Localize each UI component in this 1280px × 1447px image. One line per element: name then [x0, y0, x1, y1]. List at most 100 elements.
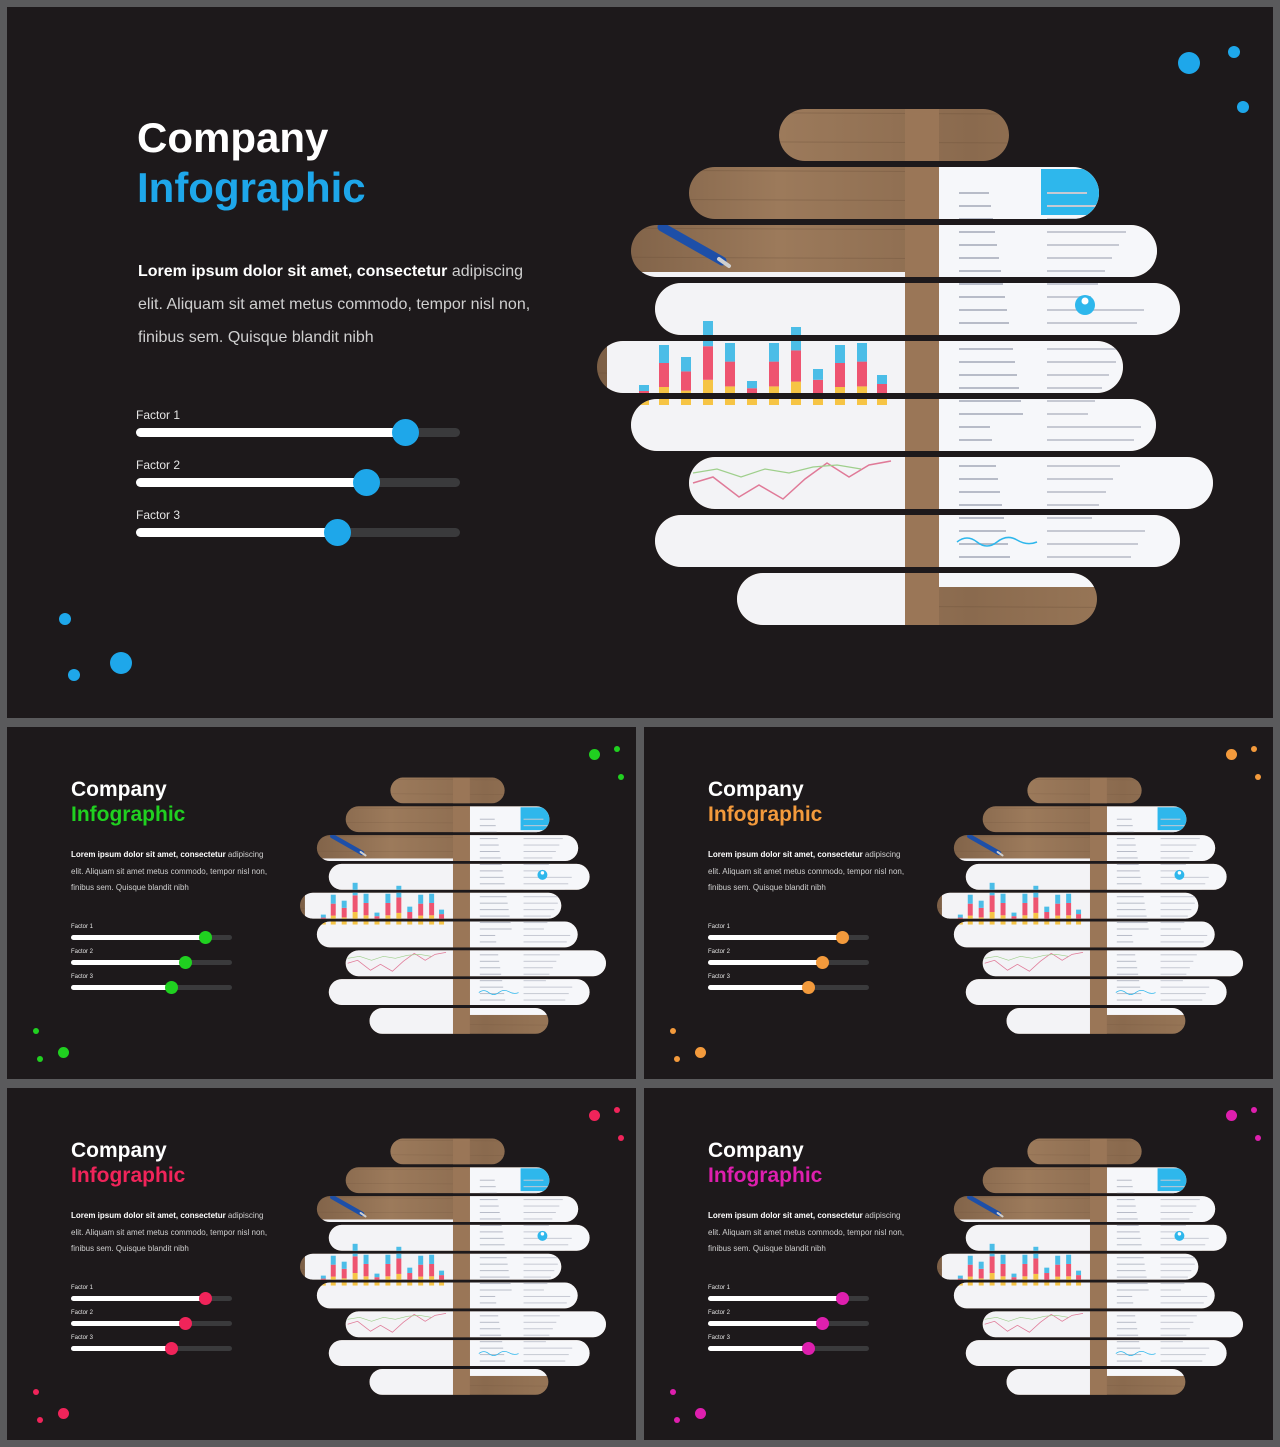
factor-1-handle[interactable] [835, 931, 849, 944]
chart-bar-segment [352, 1273, 358, 1286]
chart-line [347, 954, 432, 961]
chart-bar-segment [1022, 1254, 1028, 1265]
chart-bar-segment [659, 387, 669, 405]
factor-1-label: Factor 1 [136, 408, 181, 422]
chart-bar-segment [769, 343, 779, 362]
factor-2-handle[interactable] [816, 956, 830, 969]
chart-bar-segment [1066, 1254, 1072, 1265]
factor-3-fill [708, 1346, 808, 1351]
title-infographic: Infographic [708, 803, 823, 826]
factor-1-slider[interactable] [708, 935, 869, 940]
chart-bar-segment [1055, 903, 1061, 916]
factor-3-handle[interactable] [164, 1342, 178, 1355]
factor-2-fill [136, 478, 367, 487]
avatar-icon [1075, 295, 1095, 315]
decor-dot [618, 773, 625, 780]
factor-3-handle[interactable] [801, 981, 815, 994]
body-text-rest: adipiscing elit. Aliquam sit amet metus … [708, 850, 905, 892]
chart-bar-segment [1076, 920, 1082, 925]
chart-bar-segment [385, 1254, 391, 1265]
chart-bar-segment [330, 894, 336, 904]
chart-bar-segment [341, 908, 347, 918]
factor-1-fill [71, 1296, 205, 1301]
chart-bar-segment [429, 1276, 435, 1286]
chart-bar-segment [374, 1277, 380, 1283]
decor-dot [110, 652, 132, 674]
factor-2-slider[interactable] [136, 478, 460, 487]
factor-1-fill [71, 935, 205, 940]
factor-3-handle[interactable] [801, 1342, 815, 1355]
resume-paper [470, 1167, 607, 1377]
decor-dot [1255, 1134, 1262, 1141]
chart-bar-segment [439, 1270, 445, 1276]
slide-magenta: Company Infographic Lorem ipsum dolor sit … [644, 1088, 1273, 1440]
factor-3-handle[interactable] [164, 981, 178, 994]
factor-3-slider[interactable] [136, 528, 460, 537]
factor-3-handle[interactable] [323, 519, 351, 546]
factor-1-handle[interactable] [198, 931, 212, 944]
factor-2-slider[interactable] [708, 960, 869, 965]
chart-bar-segment [407, 1280, 413, 1286]
chart-bar-segment [967, 1276, 973, 1286]
factor-3-fill [71, 1346, 171, 1351]
factor-3-label: Factor 3 [71, 974, 94, 980]
factor-3-slider[interactable] [708, 985, 869, 990]
factor-2-handle[interactable] [179, 1317, 193, 1330]
factor-2-handle[interactable] [816, 1317, 830, 1330]
signature-mark [478, 990, 519, 996]
factor-2-slider[interactable] [71, 1321, 232, 1326]
pen [967, 1195, 1002, 1217]
factor-2-slider[interactable] [708, 1321, 869, 1326]
report-paper [607, 272, 905, 625]
chart-bar-segment [857, 386, 867, 405]
resume-paper [470, 806, 607, 1016]
factor-2-slider[interactable] [71, 960, 232, 965]
factor-2-label: Factor 2 [708, 949, 731, 955]
chart-bar-segment [363, 903, 369, 916]
chart-bar-segment [1055, 1276, 1061, 1286]
factor-1-slider[interactable] [71, 1296, 232, 1301]
chart-bar-segment [396, 1274, 402, 1286]
report-paper [942, 1219, 1091, 1396]
factor-1-slider[interactable] [71, 935, 232, 940]
chart-line [984, 1313, 1084, 1333]
body-text: Lorem ipsum dolor sit amet, consectetur … [138, 255, 538, 354]
chart-bar-segment [967, 915, 973, 925]
chart-bar-segment [639, 385, 649, 391]
factor-3-slider[interactable] [708, 1346, 869, 1351]
chart-bar-segment [429, 1264, 435, 1277]
chart-bar-segment [681, 357, 691, 372]
factor-2-handle[interactable] [353, 469, 381, 496]
decor-dot [613, 746, 620, 753]
chart-bar-segment [1033, 913, 1039, 925]
chart-bar-segment [747, 397, 757, 405]
chart-bar-segment [1011, 921, 1017, 925]
slide-green: Company Infographic Lorem ipsum dolor sit … [7, 727, 636, 1079]
chart-bar-segment [320, 1282, 326, 1286]
factor-1-handle[interactable] [198, 1292, 212, 1305]
factor-2-fill [708, 1321, 823, 1326]
decor-dot [1225, 1110, 1237, 1122]
body-text-bold: Lorem ipsum dolor sit amet, consectetur [708, 1211, 863, 1220]
factor-1-handle[interactable] [835, 1292, 849, 1305]
factor-3-slider[interactable] [71, 985, 232, 990]
chart-bar-segment [703, 321, 713, 347]
chart-bar-segment [396, 1258, 402, 1275]
factor-1-fill [136, 428, 405, 437]
factor-3-slider[interactable] [71, 1346, 232, 1351]
decor-dot [588, 1110, 600, 1122]
factor-1-slider[interactable] [708, 1296, 869, 1301]
chart-bar-segment [341, 917, 347, 925]
chart-bar-segment [978, 1269, 984, 1279]
chart-bar-segment [385, 903, 391, 916]
chart-line [347, 952, 447, 972]
chart-bar-segment [1011, 1273, 1017, 1278]
chart-bar-segment [1000, 1264, 1006, 1277]
chart-bar-segment [769, 386, 779, 405]
decor-dot [588, 749, 600, 761]
chart-bar-segment [385, 1264, 391, 1277]
factor-1-slider[interactable] [136, 428, 460, 437]
title-company: Company [137, 114, 329, 161]
factor-2-handle[interactable] [179, 956, 193, 969]
factor-1-handle[interactable] [391, 419, 419, 446]
